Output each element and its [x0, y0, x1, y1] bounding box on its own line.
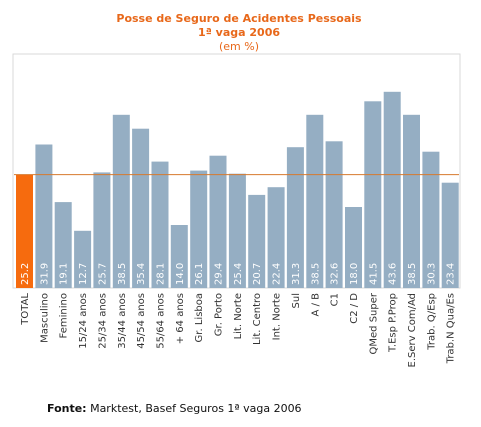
bar-17 [345, 207, 362, 288]
value-label-20: 38.5 [407, 263, 418, 285]
category-label-0: TOTAL [20, 293, 31, 326]
value-label-3: 12.7 [78, 263, 89, 285]
category-label-5: 35/44 anos [117, 293, 128, 349]
bar-9 [190, 170, 208, 289]
bar-6 [132, 128, 150, 288]
bar-5 [112, 114, 130, 289]
value-label-18: 41.5 [368, 263, 379, 285]
value-label-14: 31.3 [291, 263, 302, 285]
category-label-7: 55/64 anos [156, 293, 167, 349]
category-label-6: 45/54 anos [136, 293, 147, 349]
source-text: Marktest, Basef Seguros 1ª vaga 2006 [90, 402, 302, 415]
value-label-19: 43.6 [388, 263, 399, 285]
category-labels-group: TOTAL Masculino Feminino 15/24 anos 25/34 an… [20, 292, 457, 367]
chart-subtitle: 1ª vaga 2006 [198, 26, 280, 39]
category-label-14: Sul [291, 293, 302, 308]
value-label-6: 35.4 [136, 263, 147, 285]
category-label-1: Masculino [39, 293, 50, 343]
category-label-21: Trab. Q/Esp [426, 293, 437, 351]
category-label-13: Int. Norte [272, 293, 283, 340]
category-label-22: Trab.N Qua/Es [446, 293, 457, 364]
category-label-4: 25/34 anos [97, 293, 108, 349]
chart-units: (em %) [219, 40, 259, 53]
category-label-17: C2 / D [349, 293, 360, 324]
category-label-11: Lit. Norte [233, 293, 244, 339]
source-label: Fonte: [47, 402, 87, 415]
category-label-10: Gr. Porto [214, 293, 225, 336]
value-label-8: 14.0 [175, 263, 186, 285]
category-label-2: Feminino [59, 293, 70, 338]
bar-4 [93, 172, 111, 288]
bar-7 [151, 161, 169, 289]
bar-15 [306, 114, 324, 289]
value-label-22: 23.4 [446, 263, 457, 285]
value-label-13: 22.4 [272, 263, 283, 285]
value-label-10: 29.4 [214, 263, 225, 285]
value-label-4: 25.7 [97, 263, 108, 285]
source-note: Fonte: Marktest, Basef Seguros 1ª vaga 2… [47, 402, 302, 415]
bar-12 [248, 194, 266, 288]
bar-0 [16, 174, 33, 288]
bar-14 [286, 147, 304, 288]
category-label-15: A / B [310, 293, 321, 317]
value-label-15: 38.5 [310, 263, 321, 285]
value-label-11: 25.4 [233, 263, 244, 285]
value-labels-group: 25.2 31.9 19.1 12.7 25.7 38.5 35.4 28.1 14.0 26.1… [20, 263, 457, 285]
category-label-20: E.Serv Com/Ad [407, 293, 418, 367]
value-label-1: 31.9 [39, 263, 50, 285]
bar-3 [74, 230, 92, 288]
bar-2 [54, 202, 72, 289]
chart-title: Posse de Seguro de Acidentes Pessoais [116, 12, 362, 25]
bar-11 [228, 173, 246, 288]
bar-19 [383, 91, 401, 288]
bar-21 [422, 151, 440, 288]
category-label-8: + 64 anos [175, 293, 186, 344]
bar-20 [403, 114, 420, 289]
bar-16 [325, 141, 343, 288]
value-label-21: 30.3 [426, 263, 437, 285]
value-label-5: 38.5 [117, 263, 128, 285]
bar-8 [170, 225, 188, 288]
value-label-2: 19.1 [59, 263, 70, 285]
category-label-16: C1 [330, 293, 341, 306]
value-label-12: 20.7 [252, 263, 263, 285]
bar-18 [364, 101, 382, 289]
category-label-9: Gr. Lisboa [194, 293, 205, 342]
bar-13 [267, 187, 285, 288]
category-label-19: T.Esp P.Prop [388, 293, 399, 353]
value-label-17: 18.0 [349, 263, 360, 285]
bars-group [16, 91, 459, 289]
category-label-18: QMed Super [368, 292, 379, 354]
value-label-7: 28.1 [156, 263, 167, 285]
category-label-3: 15/24 anos [78, 293, 89, 349]
bar-1 [35, 144, 53, 288]
category-label-12: Lit. Centro [252, 293, 263, 345]
value-label-0: 25.2 [20, 263, 31, 285]
value-label-9: 26.1 [194, 263, 205, 285]
bar-22 [441, 182, 459, 288]
value-label-16: 32.6 [330, 263, 341, 285]
bar-10 [209, 155, 227, 288]
